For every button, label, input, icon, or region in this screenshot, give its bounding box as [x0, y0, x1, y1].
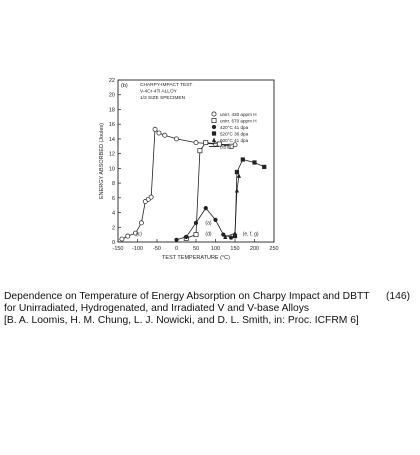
data-point-open-circle [174, 136, 179, 142]
panel-label: (b) [121, 83, 128, 89]
x-tick-label: 50 [193, 246, 199, 252]
data-point-open-circle [156, 130, 162, 136]
x-tick-label: 250 [269, 246, 278, 252]
y-tick-label: 12 [109, 152, 115, 158]
series-line-filled-triangle [225, 175, 240, 238]
y-tick-label: 4 [112, 211, 115, 217]
annotation-label: (a) [205, 220, 211, 226]
data-point-open-circle [138, 220, 144, 226]
legend-label: unirr. 430 appm H [220, 112, 257, 117]
y-tick-label: 22 [109, 78, 115, 84]
legend-marker-open-circle [211, 111, 217, 117]
charpy-chart: -150 -100 -50 0 50 100 150 200 250 0 2 4 6 8 10 12 14 16 1… [99, 78, 279, 261]
data-point-filled-triangle [223, 234, 228, 239]
x-tick-label: 200 [250, 246, 259, 252]
y-tick-label: 16 [109, 122, 115, 128]
data-point-filled-circle [203, 206, 208, 211]
data-point-filled-triangle [234, 187, 240, 193]
data-point-filled-triangle [232, 230, 238, 236]
data-point-open-circle [119, 236, 125, 242]
data-point-filled-circle [174, 237, 179, 242]
y-tick-label: 8 [112, 181, 115, 187]
legend-marker-filled-circle [211, 124, 217, 130]
annotation-label: (d) [205, 231, 211, 237]
data-point-open-circle [125, 233, 131, 239]
data-point-filled-circle [184, 234, 189, 239]
x-tick-label: -50 [153, 246, 161, 252]
chart-title-line: 1/3 SIZE SPECIMEN [140, 95, 186, 101]
y-tick-label: 10 [109, 166, 115, 172]
legend-marker-open-square [211, 118, 217, 123]
y-axis-label: ENERGY ABSORBED (Joules) [99, 123, 105, 199]
caption-line-2: for Unirradiated, Hydrogenated, and Irra… [4, 303, 310, 314]
legend-marker-filled-square [211, 131, 217, 136]
data-point-open-circle [133, 230, 139, 236]
chart-title-line: V-4Cr-4Ti ALLOY [140, 89, 178, 95]
legend-label: 520°C 36 dpa [220, 131, 249, 136]
annotation-label: (c) [136, 231, 142, 237]
data-point-filled-square [240, 157, 245, 162]
series-line-filled-square [234, 159, 265, 237]
x-tick-label: 100 [211, 246, 220, 252]
data-point-open-square [193, 232, 199, 238]
data-point-open-square [203, 140, 209, 146]
data-point-filled-square [232, 234, 238, 239]
data-point-open-circle [148, 194, 154, 200]
figure-number: (146) [386, 291, 411, 302]
data-point-open-circle [152, 126, 158, 132]
legend-label: DBTT [220, 144, 232, 149]
x-tick-label: -100 [132, 246, 143, 252]
plot-frame [117, 79, 275, 243]
legend-label: unirr. 670 appm H [220, 118, 257, 123]
x-tick-label: -150 [112, 246, 123, 252]
caption-line-1: Dependence on Temperature of Energy Abso… [4, 291, 370, 302]
x-axis-label: TEST TEMPERATURE (°C) [162, 255, 230, 261]
legend-label: 600°C 41 dpa [220, 138, 249, 143]
annotation-label: (e, f, g) [243, 231, 259, 237]
data-point-filled-circle [193, 220, 199, 225]
charpy-impact-figure: -150 -100 -50 0 50 100 150 200 250 0 2 4 6 8 10 12 14 16 1… [86, 68, 286, 268]
data-point-filled-square [234, 169, 240, 175]
y-tick-label: 14 [109, 137, 115, 143]
data-point-filled-circle [213, 217, 218, 223]
data-point-filled-circle [229, 235, 234, 240]
x-tick-label: 150 [230, 246, 239, 252]
legend-marker-filled-triangle [211, 137, 217, 143]
chart-title-line: CHARPY-IMPACT TEST [140, 82, 192, 88]
data-point-open-square [228, 143, 234, 149]
y-tick-label: 0 [112, 240, 115, 246]
x-tick-label: 0 [175, 246, 178, 252]
caption-line-3: [B. A. Loomis, H. M. Chung, L. J. Nowick… [4, 315, 359, 326]
legend-label: 420°C 41 dpa [220, 125, 249, 130]
data-point-filled-triangle [236, 173, 241, 178]
y-tick-label: 18 [109, 107, 115, 113]
data-point-open-circle [193, 140, 199, 146]
data-point-open-circle [162, 132, 168, 138]
data-point-filled-circle [221, 232, 226, 237]
data-point-open-square [216, 141, 222, 147]
y-tick-label: 20 [109, 93, 115, 99]
data-point-open-square [197, 148, 203, 154]
data-point-filled-square [262, 164, 267, 169]
data-point-filled-square [252, 160, 257, 165]
y-tick-label: 6 [112, 196, 115, 202]
y-tick-label: 2 [112, 225, 115, 231]
